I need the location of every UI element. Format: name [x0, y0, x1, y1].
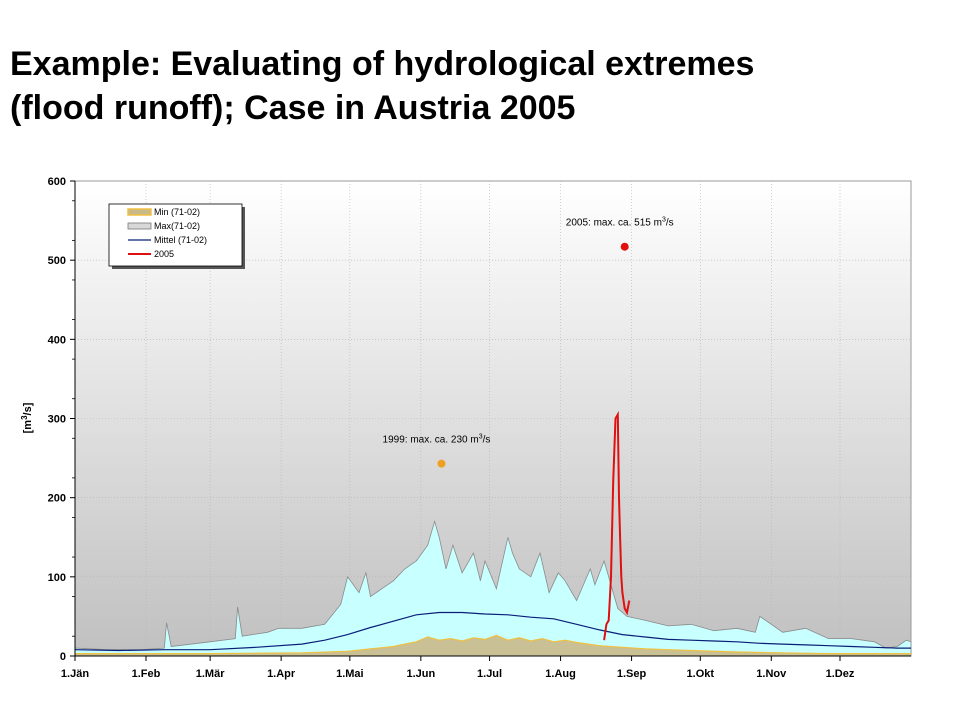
series-min-line — [75, 634, 911, 655]
series-layer — [74, 410, 912, 657]
legend-label: Max(71-02) — [154, 221, 200, 231]
y-tick-label: 300 — [48, 414, 66, 426]
max-point-2005 — [620, 242, 629, 251]
y-tick-label: 400 — [48, 334, 66, 346]
title-line-2: (flood runoff); Case in Austria 2005 — [10, 89, 576, 127]
max-annotation-2005: 2005: max. ca. 515 m3/s — [566, 217, 674, 229]
annotations: 1999: max. ca. 230 m3/s 2005: max. ca. 51… — [383, 217, 674, 468]
x-tick-label: 1.Mär — [196, 668, 225, 680]
grid-lines — [75, 181, 911, 656]
y-tick-label: 0 — [60, 651, 66, 663]
x-tick-label: 1.Jun — [406, 668, 435, 680]
legend: Min (71-02) Max(71-02) Mittel (71-02) 2005 — [108, 203, 245, 269]
y-tick-label: 100 — [48, 572, 66, 584]
legend-swatch-min — [127, 208, 152, 216]
max-annotation-1999: 1999: max. ca. 230 m3/s — [383, 434, 491, 446]
slide-title: Example: Evaluating of hydrological extr… — [10, 42, 950, 130]
legend-label: Min (71-02) — [154, 207, 200, 217]
max-point-1999 — [437, 459, 446, 468]
series-2005-line — [603, 410, 631, 641]
legend-label: 2005 — [154, 249, 174, 259]
series-min-area — [75, 635, 911, 656]
title-line-1: Example: Evaluating of hydrological extr… — [10, 45, 755, 83]
x-tick-label: 1.Aug — [545, 668, 576, 680]
y-axis-label: [m3/s] — [20, 402, 34, 433]
y-tick-label: 600 — [48, 176, 66, 188]
y-tick-label: 200 — [48, 493, 66, 505]
x-tick-label: 1.Feb — [132, 668, 161, 680]
x-tick-label: 1.Jul — [477, 668, 502, 680]
y-tick-label: 500 — [48, 255, 66, 267]
x-tick-label: 1.Sep — [617, 668, 647, 680]
x-tick-label: 1.Dez — [826, 668, 855, 680]
x-tick-label: 1.Jän — [61, 668, 89, 680]
x-tick-label: 1.Nov — [756, 668, 787, 680]
series-mean-line — [74, 611, 911, 652]
x-tick-label: 1.Okt — [687, 668, 715, 680]
x-tick-label: 1.Mai — [336, 668, 364, 680]
axes: 0 100 200 300 400 500 600 1.Jän 1.Feb 1.Mär 1.Apr 1… — [48, 176, 911, 680]
legend-swatch-max — [127, 222, 152, 230]
series-max-area — [74, 519, 912, 657]
x-tick-label: 1.Apr — [267, 668, 296, 680]
legend-label: Mittel (71-02) — [154, 235, 207, 245]
